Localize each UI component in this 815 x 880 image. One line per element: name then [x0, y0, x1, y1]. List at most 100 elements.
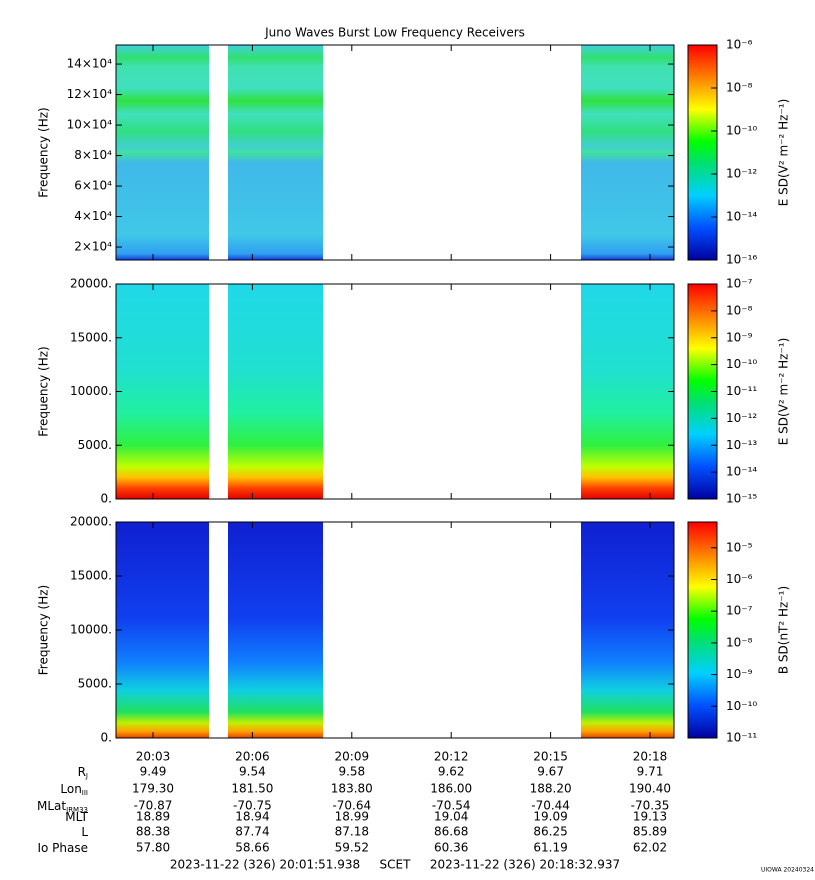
colorbar-tick-label: 10⁻¹² [726, 411, 757, 425]
row-value: 181.50 [231, 782, 273, 796]
y-tick-label: 4×10⁴ [74, 209, 112, 223]
row-label-text: R [78, 765, 86, 779]
spectrogram [228, 522, 323, 738]
row-value: 87.74 [235, 825, 269, 839]
footer-middle: SCET [380, 858, 412, 872]
row-label-text: L [81, 825, 88, 839]
row-value: -70.75 [233, 799, 272, 813]
x-tick-label: 20:12 [434, 750, 469, 764]
colorbar-tick-label: 10⁻¹³ [726, 438, 757, 452]
colorbar-label: E SD(V² m⁻² Hz⁻¹) [777, 99, 791, 207]
colorbar-tick-label: 10⁻⁸ [726, 303, 753, 317]
row-label-sub: III [82, 789, 88, 797]
colorbar-tick-label: 10⁻⁹ [726, 667, 753, 681]
row-value: 60.36 [434, 841, 468, 855]
row-value: 188.20 [530, 782, 572, 796]
colorbar-tick-label: 10⁻¹⁰ [726, 124, 757, 138]
row-value: 183.80 [331, 782, 373, 796]
row-value: 18.94 [235, 810, 269, 824]
y-tick-label: 5000. [78, 438, 112, 452]
row-value: -70.54 [432, 799, 471, 813]
row-value: -70.87 [134, 799, 173, 813]
y-tick-label: 10000. [70, 623, 112, 637]
colorbar-tick-label: 10⁻¹⁴ [726, 465, 757, 479]
title: Juno Waves Burst Low Frequency Receivers [264, 26, 525, 40]
spectrogram [116, 284, 209, 499]
row-value: 186.00 [430, 782, 472, 796]
row-value: 19.04 [434, 810, 468, 824]
row-value: 9.67 [537, 765, 564, 779]
y-tick-label: 12×10⁴ [67, 87, 113, 101]
spectrogram [116, 45, 209, 260]
y-tick-label: 0. [101, 492, 112, 506]
row-value: 86.68 [434, 825, 468, 839]
row-label-text: Io Phase [37, 841, 88, 855]
plot-frame [115, 44, 675, 261]
row-label-text: MLat [37, 799, 66, 813]
row-value: -70.44 [531, 799, 570, 813]
y-tick-label: 10000. [70, 384, 112, 398]
colorbar-tick-label: 10⁻¹² [726, 167, 757, 181]
row-value: 9.71 [637, 765, 664, 779]
row-value: 9.49 [140, 765, 167, 779]
row-value: 190.40 [629, 782, 671, 796]
y-axis-label: Frequency (Hz) [37, 346, 51, 437]
row-value: 85.89 [633, 825, 667, 839]
row-label: L [81, 825, 88, 839]
y-axis-label: Frequency (Hz) [37, 585, 51, 676]
colorbar-tick-label: 10⁻⁸ [726, 81, 753, 95]
row-label-sub: JRM33 [65, 806, 88, 814]
footer-start: 2023-11-22 (326) 20:01:51.938 [170, 858, 360, 872]
colorbar [687, 521, 718, 739]
y-tick-label: 20000. [70, 515, 112, 529]
y-tick-label: 15000. [70, 330, 112, 344]
y-tick-label: 15000. [70, 569, 112, 583]
colorbar-tick-label: 10⁻¹⁰ [726, 699, 757, 713]
row-label: MLatJRM33 [37, 799, 88, 815]
y-axis-label: Frequency (Hz) [37, 107, 51, 198]
row-value: 61.19 [533, 841, 567, 855]
row-label-text: Lon [60, 782, 81, 796]
row-value: 18.89 [136, 810, 170, 824]
y-tick-label: 20000. [70, 277, 112, 291]
spectrogram [581, 45, 674, 260]
row-value: -70.64 [332, 799, 371, 813]
row-value: 87.18 [335, 825, 369, 839]
spectrogram [116, 522, 209, 738]
row-label: Io Phase [37, 841, 88, 855]
colorbar-tick-label: 10⁻¹¹ [726, 731, 757, 745]
colorbar-tick-label: 10⁻¹⁵ [726, 492, 757, 506]
row-label: MLT [65, 810, 88, 824]
row-value: 9.54 [239, 765, 266, 779]
colorbar-tick-label: 10⁻⁶ [726, 572, 753, 586]
row-value: 62.02 [633, 841, 667, 855]
spectrogram [228, 284, 323, 499]
colorbar-tick-label: 10⁻⁷ [726, 604, 753, 618]
spectrogram [581, 522, 674, 738]
colorbar [687, 44, 718, 261]
spectrogram [228, 45, 323, 260]
panels: 2×10⁴ 4×10⁴ 6×10⁴ 8×10⁴ 10×10⁴ 12×10⁴ 14×10⁴ Fr… [37, 38, 791, 745]
colorbar-tick-label: 10⁻¹⁰ [726, 357, 757, 371]
footer-end: 2023-11-22 (326) 20:18:32.937 [430, 858, 620, 872]
row-value: 9.62 [438, 765, 465, 779]
colorbar-tick-label: 10⁻¹⁶ [726, 253, 757, 267]
y-tick-label: 0. [101, 731, 112, 745]
colorbar-tick-label: 10⁻⁶ [726, 38, 753, 52]
colorbar-label: B SD(nT² Hz⁻¹) [777, 586, 791, 674]
colorbar-tick-label: 10⁻⁹ [726, 330, 753, 344]
row-value: 59.52 [335, 841, 369, 855]
row-value: 179.30 [132, 782, 174, 796]
x-tick-label: 20:09 [335, 750, 370, 764]
colorbar-tick-label: 10⁻¹⁴ [726, 210, 757, 224]
colorbar-tick-label: 10⁻⁸ [726, 635, 753, 649]
colorbar-label: E SD(V² m⁻² Hz⁻¹) [777, 338, 791, 446]
row-label: RJ [78, 765, 88, 781]
ephemeris-table: 20:03 20:06 20:09 20:12 20:15 20:18 RJ 9.49 9.54… [37, 750, 671, 855]
row-value: 19.09 [533, 810, 567, 824]
row-value: 88.38 [136, 825, 170, 839]
x-tick-label: 20:06 [235, 750, 270, 764]
row-value: 57.80 [136, 841, 170, 855]
row-value: 18.99 [335, 810, 369, 824]
